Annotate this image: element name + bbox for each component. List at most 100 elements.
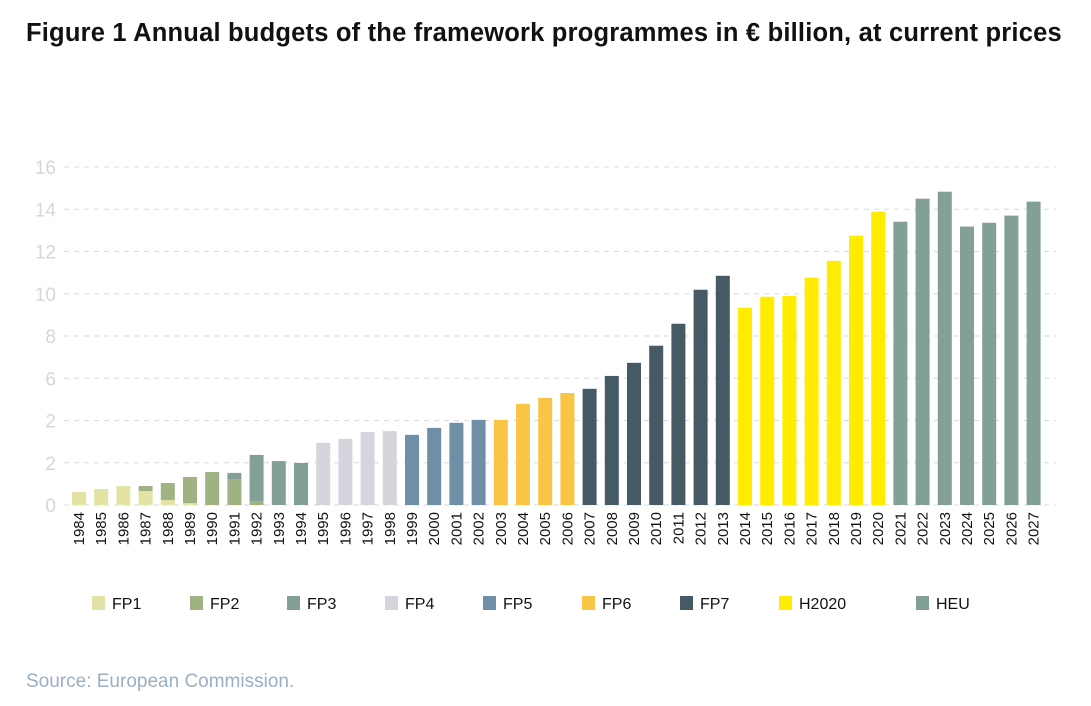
bar-h2020-2019 bbox=[849, 235, 863, 505]
y-tick-label: 10 bbox=[35, 285, 56, 306]
bar-fp3-1992 bbox=[249, 454, 264, 501]
x-tick-label: 2002 bbox=[471, 512, 488, 545]
x-tick-label: 2023 bbox=[937, 512, 954, 545]
bar-h2020-2018 bbox=[826, 260, 841, 505]
bar-fp4-1998 bbox=[382, 431, 397, 505]
bar-fp4-1996 bbox=[338, 438, 353, 505]
legend-label-heu: HEU bbox=[936, 596, 970, 613]
bar-fp1-1984 bbox=[72, 491, 86, 505]
x-tick-label: 1993 bbox=[271, 512, 288, 545]
x-tick-label: 1990 bbox=[204, 512, 221, 545]
x-tick-label: 2007 bbox=[582, 512, 599, 545]
x-axis: 1984 1985 1986 1987 1988 1989 1990 1991 1992 1993… bbox=[71, 512, 1043, 545]
y-tick-label: 14 bbox=[35, 200, 57, 221]
x-tick-label: 2016 bbox=[781, 512, 798, 545]
bar-fp4-1995 bbox=[316, 442, 331, 505]
bar-fp1-1989 bbox=[183, 503, 197, 505]
x-tick-label: 2017 bbox=[804, 512, 821, 545]
bar-fp7-2011 bbox=[671, 323, 686, 505]
legend-swatch-fp7 bbox=[680, 596, 693, 610]
x-tick-label: 2022 bbox=[915, 512, 932, 545]
bar-fp1-1986 bbox=[116, 485, 131, 505]
bar-fp4-1997 bbox=[360, 431, 375, 505]
bar-fp5-1999 bbox=[405, 434, 419, 505]
bar-fp6-2006 bbox=[560, 393, 575, 505]
bar-fp6-2004 bbox=[516, 403, 530, 505]
bar-h2020-2015 bbox=[760, 296, 775, 505]
x-tick-label: 1985 bbox=[93, 512, 110, 545]
legend-label-fp2: FP2 bbox=[210, 596, 239, 613]
x-tick-label: 2021 bbox=[892, 512, 909, 545]
bar-fp2-1990 bbox=[205, 472, 220, 505]
figure-title: Figure 1 Annual budgets of the framework… bbox=[26, 19, 1062, 47]
y-tick-label: 16 bbox=[35, 158, 56, 179]
bar-fp7-2008 bbox=[604, 375, 619, 505]
bar-fp1-1985 bbox=[94, 488, 109, 505]
x-tick-label: 2015 bbox=[759, 512, 776, 545]
bar-fp3-1991 bbox=[227, 472, 242, 480]
x-tick-label: 1986 bbox=[115, 512, 132, 545]
y-tick-label: 2 bbox=[45, 412, 56, 433]
x-tick-label: 2001 bbox=[448, 512, 465, 545]
x-tick-label: 1998 bbox=[382, 512, 399, 545]
legend-swatch-fp4 bbox=[385, 596, 398, 610]
y-tick-label: 0 bbox=[45, 496, 56, 517]
bar-fp6-2005 bbox=[538, 397, 553, 505]
bar-heu-2025 bbox=[982, 222, 997, 505]
legend-label-fp1: FP1 bbox=[112, 596, 141, 613]
x-tick-label: 2008 bbox=[604, 512, 621, 545]
x-tick-label: 2000 bbox=[426, 512, 443, 545]
legend-swatch-h2020 bbox=[779, 596, 792, 610]
legend-label-fp5: FP5 bbox=[503, 596, 532, 613]
bar-h2020-2017 bbox=[804, 277, 819, 505]
x-tick-label: 2014 bbox=[737, 512, 754, 545]
x-tick-label: 2011 bbox=[670, 512, 687, 544]
x-tick-label: 1991 bbox=[226, 512, 243, 545]
x-tick-label: 2026 bbox=[1003, 512, 1020, 545]
x-tick-label: 1987 bbox=[138, 512, 155, 545]
bar-fp7-2009 bbox=[627, 362, 641, 505]
legend-swatch-heu bbox=[916, 596, 929, 610]
source-note: Source: European Commission. bbox=[26, 671, 295, 692]
legend-swatch-fp3 bbox=[287, 596, 300, 610]
x-tick-label: 1992 bbox=[249, 512, 266, 545]
bar-fp7-2007 bbox=[582, 388, 597, 505]
legend-label-fp7: FP7 bbox=[700, 596, 729, 613]
x-tick-label: 2019 bbox=[848, 512, 865, 545]
x-tick-label: 1995 bbox=[315, 512, 332, 545]
bar-h2020-2016 bbox=[782, 295, 797, 505]
legend: FP1 FP2 FP3 FP4 FP5 FP6 FP7 H2020 HEU bbox=[92, 596, 970, 613]
x-tick-label: 2004 bbox=[515, 512, 532, 545]
x-tick-label: 2025 bbox=[981, 512, 998, 545]
bar-fp2-1987 bbox=[138, 485, 153, 492]
x-tick-label: 2010 bbox=[648, 512, 665, 545]
bar-fp2-1992 bbox=[249, 500, 264, 505]
bar-fp3-1994 bbox=[294, 462, 308, 505]
bar-fp1-1987 bbox=[138, 491, 153, 505]
x-tick-label: 1996 bbox=[337, 512, 354, 545]
x-tick-label: 2005 bbox=[537, 512, 554, 545]
legend-swatch-fp6 bbox=[582, 596, 595, 610]
x-tick-label: 2013 bbox=[715, 512, 732, 545]
x-tick-label: 2027 bbox=[1026, 512, 1043, 545]
bar-fp2-1988 bbox=[160, 483, 175, 500]
bar-fp5-2001 bbox=[449, 422, 464, 505]
legend-swatch-fp5 bbox=[483, 596, 496, 610]
legend-label-fp3: FP3 bbox=[307, 596, 336, 613]
x-tick-label: 2012 bbox=[693, 512, 710, 545]
bar-heu-2024 bbox=[960, 226, 974, 505]
bar-h2020-2020 bbox=[871, 211, 886, 506]
x-tick-label: 2006 bbox=[559, 512, 576, 545]
legend-label-fp4: FP4 bbox=[405, 596, 434, 613]
bar-fp2-1991 bbox=[227, 479, 242, 505]
y-axis: 0 2 2 6 8 10 12 14 16 bbox=[35, 158, 57, 517]
bar-fp7-2010 bbox=[649, 345, 664, 505]
x-tick-label: 1989 bbox=[182, 512, 199, 545]
y-tick-label: 6 bbox=[45, 369, 56, 390]
x-tick-label: 1997 bbox=[360, 512, 377, 545]
bars bbox=[72, 191, 1041, 506]
bar-heu-2026 bbox=[1004, 215, 1019, 505]
bar-fp2-1989 bbox=[183, 476, 197, 504]
y-tick-label: 12 bbox=[35, 243, 56, 264]
bar-heu-2027 bbox=[1026, 201, 1041, 505]
